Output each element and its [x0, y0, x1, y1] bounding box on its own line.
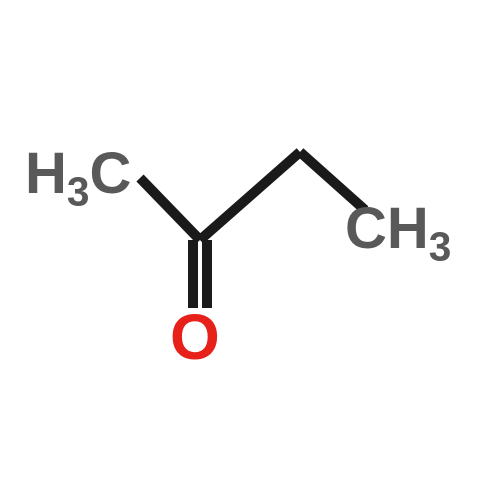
atom-text-C: C: [89, 141, 131, 206]
atom-label-oxygen: O: [170, 305, 220, 369]
molecule-diagram: H3C CH3 O: [0, 0, 500, 500]
atom-subscript-3: 3: [67, 169, 90, 215]
atom-text-H: H: [25, 141, 67, 206]
atom-text-CH: CH: [345, 196, 429, 261]
atom-subscript-3: 3: [429, 224, 452, 270]
atom-label-left-methyl: H3C: [25, 145, 131, 203]
atom-text-O: O: [170, 301, 220, 373]
atom-label-right-methyl: CH3: [345, 200, 451, 258]
